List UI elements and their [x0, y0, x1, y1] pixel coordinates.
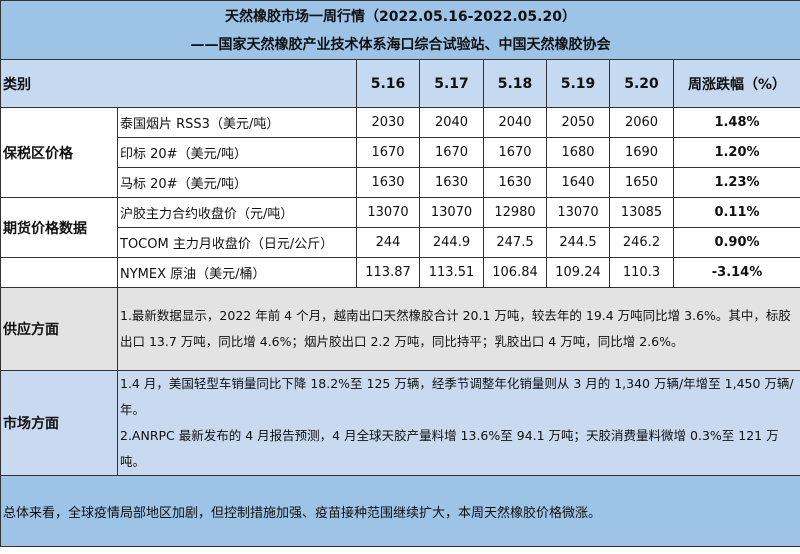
- table-row: 保税区价格 泰国烟片 RSS3（美元/吨） 2030 2040 2040 2050 2060…: [0, 107, 800, 198]
- market-label: 市场方面: [0, 370, 118, 476]
- header-date: 5.16: [356, 59, 420, 108]
- price-cell: 13070: [356, 197, 420, 228]
- title-cell: 天然橡胶市场一周行情（2022.05.16-2022.05.20） ——国家天然…: [0, 0, 800, 60]
- change-cell: 1.23%: [673, 167, 800, 198]
- price-cell: 110.3: [609, 257, 674, 288]
- price-cell: 244.9: [419, 227, 484, 258]
- title-row: 天然橡胶市场一周行情（2022.05.16-2022.05.20） ——国家天然…: [0, 0, 800, 60]
- change-cell: 0.90%: [673, 227, 800, 258]
- price-cell: 1690: [609, 137, 674, 168]
- header-change: 周涨跌幅（%）: [673, 59, 800, 108]
- header-date: 5.18: [483, 59, 547, 108]
- group-label: [0, 257, 118, 288]
- page-title: 天然橡胶市场一周行情（2022.05.16-2022.05.20）: [225, 9, 576, 25]
- price-cell: 109.24: [546, 257, 610, 288]
- item-label: 马标 20#（美元/吨）: [117, 167, 357, 198]
- price-cell: 13070: [546, 197, 610, 228]
- price-cell: 1630: [356, 167, 420, 198]
- change-cell: -3.14%: [673, 257, 800, 288]
- price-cell: 1630: [419, 167, 484, 198]
- market-text: 1.4 月，美国轻型车销量同比下降 18.2%至 125 万辆，经季节调整年化销…: [117, 370, 800, 476]
- price-cell: 113.51: [419, 257, 484, 288]
- price-cell: 2050: [546, 107, 610, 138]
- table-row: 期货价格数据 沪胶主力合约收盘价（元/吨） 13070 13070 12980 13070…: [0, 197, 800, 258]
- market-row: 市场方面 1.4 月，美国轻型车销量同比下降 18.2%至 125 万辆，经季节…: [0, 370, 800, 476]
- table-row: 马标 20#（美元/吨） 1630 1630 1630 1640 1650 1.23%: [1, 167, 800, 198]
- price-cell: 244: [356, 227, 420, 258]
- price-cell: 1670: [419, 137, 484, 168]
- table-row: 印标 20#（美元/吨） 1670 1670 1670 1680 1690 1.20%: [1, 137, 800, 168]
- price-cell: 106.84: [483, 257, 547, 288]
- change-cell: 1.20%: [673, 137, 800, 168]
- price-cell: 246.2: [609, 227, 674, 258]
- price-cell: 2060: [609, 107, 674, 138]
- table-row: NYMEX 原油（美元/桶） 113.87 113.51 106.84 109.24 11…: [0, 257, 800, 288]
- price-cell: 1680: [546, 137, 610, 168]
- price-cell: 12980: [483, 197, 547, 228]
- change-cell: 1.48%: [673, 107, 800, 138]
- header-row: 类别 5.16 5.17 5.18 5.19 5.20 周涨跌幅（%）: [0, 59, 800, 108]
- header-category: 类别: [0, 59, 357, 108]
- header-date: 5.20: [609, 59, 674, 108]
- market-text-2: 2.ANRPC 最新发布的 4 月报告预测，4 月全球天胶产量料增 13.6%至…: [120, 428, 779, 469]
- price-cell: 247.5: [483, 227, 547, 258]
- header-date: 5.19: [546, 59, 610, 108]
- summary-row: 总体来看，全球疫情局部地区加剧，但控制措施加强、疫苗接种范围继续扩大，本周天然橡…: [0, 475, 800, 547]
- price-cell: 2030: [356, 107, 420, 138]
- price-cell: 1640: [546, 167, 610, 198]
- price-cell: 1670: [483, 137, 547, 168]
- price-cell: 1650: [609, 167, 674, 198]
- price-cell: 2040: [483, 107, 547, 138]
- price-cell: 1630: [483, 167, 547, 198]
- price-cell: 1670: [356, 137, 420, 168]
- supply-label: 供应方面: [0, 287, 118, 371]
- change-cell: 0.11%: [673, 197, 800, 228]
- summary-text: 总体来看，全球疫情局部地区加剧，但控制措施加强、疫苗接种范围继续扩大，本周天然橡…: [0, 475, 800, 547]
- price-cell: 244.5: [546, 227, 610, 258]
- item-label: 泰国烟片 RSS3（美元/吨）: [117, 107, 357, 138]
- header-date: 5.17: [419, 59, 484, 108]
- price-cell: 13085: [609, 197, 674, 228]
- group-label: 期货价格数据: [0, 197, 118, 258]
- item-label: 沪胶主力合约收盘价（元/吨）: [117, 197, 357, 228]
- item-label: 印标 20#（美元/吨）: [117, 137, 357, 168]
- price-cell: 2040: [419, 107, 484, 138]
- table-row: TOCOM 主力月收盘价（日元/公斤） 244 244.9 247.5 244.5 246…: [1, 227, 800, 258]
- price-cell: 113.87: [356, 257, 420, 288]
- item-label: TOCOM 主力月收盘价（日元/公斤）: [117, 227, 357, 258]
- item-label: NYMEX 原油（美元/桶）: [117, 257, 357, 288]
- supply-text: 1.最新数据显示，2022 年前 4 个月，越南出口天然橡胶合计 20.1 万吨…: [117, 287, 800, 371]
- group-label: 保税区价格: [0, 107, 118, 198]
- market-text-1: 1.4 月，美国轻型车销量同比下降 18.2%至 125 万辆，经季节调整年化销…: [120, 376, 794, 417]
- price-cell: 13070: [419, 197, 484, 228]
- supply-row: 供应方面 1.最新数据显示，2022 年前 4 个月，越南出口天然橡胶合计 20…: [0, 287, 800, 371]
- page-subtitle: ——国家天然橡胶产业技术体系海口综合试验站、中国天然橡胶协会: [190, 37, 611, 53]
